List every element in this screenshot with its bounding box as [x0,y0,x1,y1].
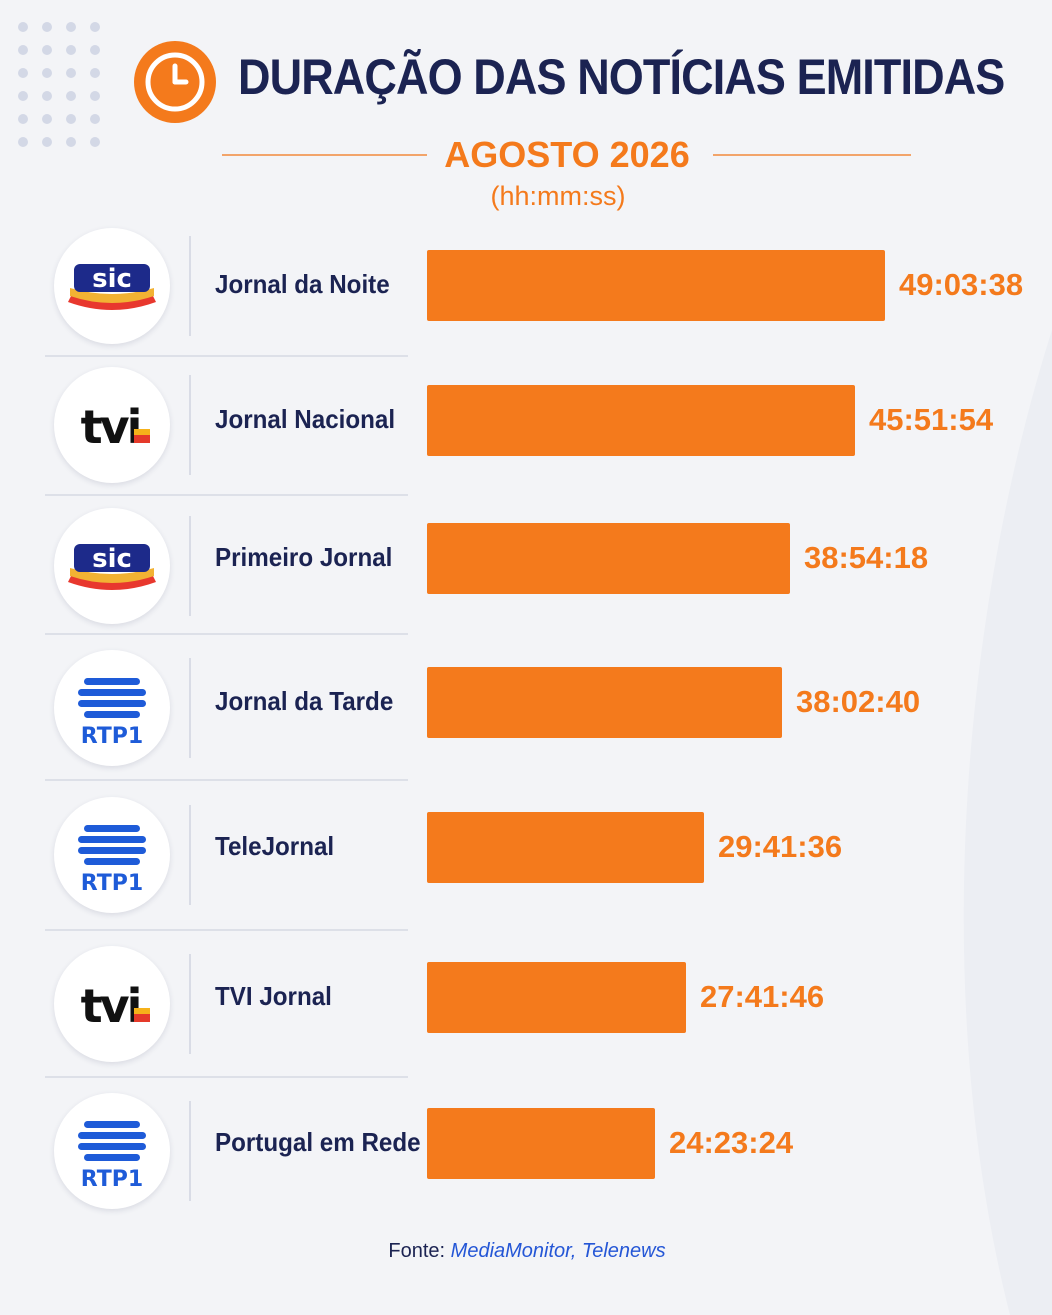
row-divider-vertical [189,516,191,616]
data-label: 49:03:38 [899,267,1024,302]
row-divider-vertical [189,1101,191,1201]
source-name: MediaMonitor, Telenews [450,1240,666,1262]
chart-title: DURAÇÃO DAS NOTÍCIAS EMITIDAS [238,49,1005,105]
row-divider [45,633,408,635]
decorative-dot-grid [18,22,100,147]
row-divider-vertical [189,658,191,758]
chart-unit: (hh:mm:ss) [490,181,626,211]
category-label: Primeiro Jornal [215,542,393,572]
channel-logo-tvi: tvi [54,946,170,1062]
svg-text:RTP1: RTP1 [81,871,143,896]
divider-right [713,154,911,156]
channel-logo-rtp1: RTP1 [54,650,170,766]
svg-text:sic: sic [92,544,132,574]
category-label: Jornal da Noite [215,269,390,299]
row-divider [45,494,408,496]
bar [427,962,686,1033]
row-divider [45,929,408,931]
svg-text:tvi: tvi [81,400,140,454]
row-divider-vertical [189,805,191,905]
channel-logo-tvi: tvi [54,367,170,483]
category-label: Portugal em Rede [215,1127,421,1157]
channel-logo-rtp1: RTP1 [54,1093,170,1209]
bar [427,812,704,883]
row-divider [45,779,408,781]
chart-period: AGOSTO 2026 [444,134,690,175]
channel-logo-sic: sic [54,508,170,624]
data-label: 29:41:36 [718,829,843,864]
bar [427,1108,655,1179]
divider-left [222,154,427,156]
category-label: TVI Jornal [215,981,332,1011]
data-label: 38:02:40 [796,684,921,719]
row-divider [45,355,408,357]
bar [427,523,790,594]
channel-logo-rtp1: RTP1 [54,797,170,913]
bar [427,667,782,738]
row-divider-vertical [189,375,191,475]
source-note: Fonte: MediaMonitor, Telenews [0,1240,1052,1263]
channel-logo-sic: sic [54,228,170,344]
clock-icon [134,41,216,123]
svg-text:sic: sic [92,264,132,294]
row-divider [45,1076,408,1078]
data-label: 27:41:46 [700,979,825,1014]
data-label: 38:54:18 [804,540,929,575]
data-label: 24:23:24 [669,1125,794,1160]
bar [427,385,855,456]
data-label: 45:51:54 [869,402,994,437]
row-divider-vertical [189,954,191,1054]
svg-text:tvi: tvi [81,979,140,1033]
source-label: Fonte: [388,1240,446,1262]
category-label: TeleJornal [215,831,335,861]
category-label: Jornal Nacional [215,404,396,434]
row-divider-vertical [189,236,191,336]
svg-text:RTP1: RTP1 [81,1167,143,1192]
svg-text:RTP1: RTP1 [81,724,143,749]
bar [427,250,885,321]
category-label: Jornal da Tarde [215,686,394,716]
